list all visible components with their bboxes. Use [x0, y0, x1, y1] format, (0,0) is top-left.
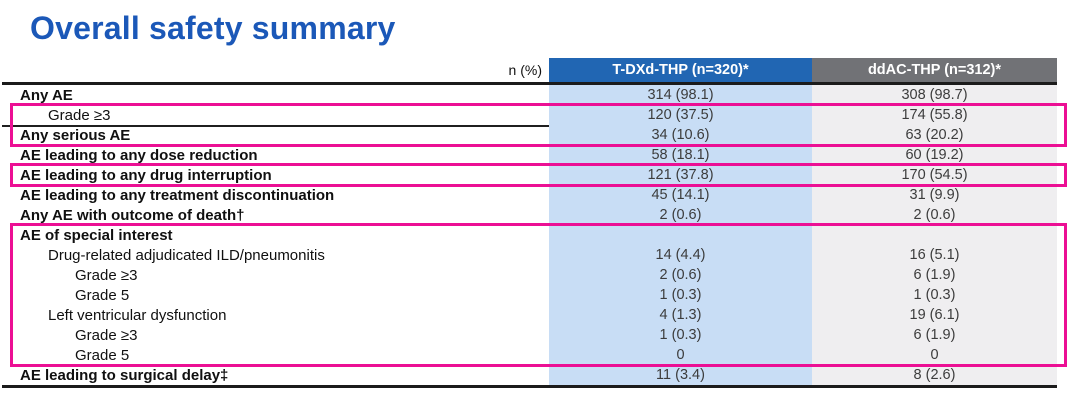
value-tdxd-thp: 0 [549, 345, 812, 365]
table-row: AE of special interest [2, 225, 1057, 245]
highlighted-row-group: AE of special interest Drug-related adjud… [2, 223, 1067, 367]
table-row: AE leading to any drug interruption 121 (… [2, 165, 1057, 185]
table-row: Grade 5 1 (0.3) 1 (0.3) [2, 285, 1057, 305]
value-ddac-thp: 170 (54.5) [812, 165, 1057, 185]
table-row: Any AE with outcome of death† 2 (0.6) 2 (0… [2, 205, 1057, 225]
value-ddac-thp: 16 (5.1) [812, 245, 1057, 265]
value-tdxd-thp: 4 (1.3) [549, 305, 812, 325]
value-tdxd-thp: 1 (0.3) [549, 325, 812, 345]
table-row: Grade ≥3 120 (37.5) 174 (55.8) [2, 105, 1057, 125]
value-ddac-thp: 174 (55.8) [812, 105, 1057, 125]
value-ddac-thp: 6 (1.9) [812, 325, 1057, 345]
table-header-row: n (%) T-DXd-THP (n=320)* ddAC-THP (n=312… [2, 58, 1057, 85]
row-label: AE leading to any treatment discontinuat… [20, 186, 335, 204]
value-tdxd-thp: 58 (18.1) [549, 145, 812, 165]
page-title: Overall safety summary [30, 10, 396, 46]
table-row: Grade ≥3 1 (0.3) 6 (1.9) [2, 325, 1057, 345]
table-row: Drug-related adjudicated ILD/pneumonitis… [2, 245, 1057, 265]
value-ddac-thp: 0 [812, 345, 1057, 365]
value-ddac-thp: 19 (6.1) [812, 305, 1057, 325]
row-group: Any AE 314 (98.1) 308 (98.7) [2, 85, 1057, 105]
table-row: AE leading to surgical delay‡ 11 (3.4) 8 (… [2, 365, 1057, 385]
value-ddac-thp: 2 (0.6) [812, 205, 1057, 225]
row-label: Any AE with outcome of death† [20, 206, 245, 224]
row-group: AE leading to surgical delay‡ 11 (3.4) 8 (… [2, 365, 1057, 385]
value-tdxd-thp: 1 (0.3) [549, 285, 812, 305]
row-label: Grade 5 [75, 346, 130, 364]
table-row: Any serious AE 34 (10.6) 63 (20.2) [2, 125, 1057, 145]
column-header-tdxd-thp: T-DXd-THP (n=320)* [549, 58, 812, 82]
value-ddac-thp: 1 (0.3) [812, 285, 1057, 305]
table-row: Left ventricular dysfunction 4 (1.3) 19 (6… [2, 305, 1057, 325]
value-ddac-thp: 63 (20.2) [812, 125, 1057, 145]
value-tdxd-thp: 45 (14.1) [549, 185, 812, 205]
value-tdxd-thp: 120 (37.5) [549, 105, 812, 125]
row-label: AE leading to surgical delay‡ [20, 366, 229, 384]
column-header-ddac-thp: ddAC-THP (n=312)* [812, 58, 1057, 82]
table-row: AE leading to any treatment discontinuat… [2, 185, 1057, 205]
value-ddac-thp [812, 225, 1057, 245]
table-row: Any AE 314 (98.1) 308 (98.7) [2, 85, 1057, 105]
value-ddac-thp: 8 (2.6) [812, 365, 1057, 385]
row-group: AE leading to any dose reduction 58 (18.1… [2, 145, 1057, 165]
table-row: AE leading to any dose reduction 58 (18.1… [2, 145, 1057, 165]
row-label: Grade ≥3 [75, 266, 138, 284]
value-ddac-thp: 31 (9.9) [812, 185, 1057, 205]
value-tdxd-thp: 14 (4.4) [549, 245, 812, 265]
highlighted-row-group: AE leading to any drug interruption 121 (… [2, 163, 1067, 187]
row-label: AE leading to any dose reduction [20, 146, 258, 164]
highlighted-row-group: Grade ≥3 120 (37.5) 174 (55.8) Any serious … [2, 103, 1067, 147]
value-tdxd-thp: 121 (37.8) [549, 165, 812, 185]
value-ddac-thp: 308 (98.7) [812, 85, 1057, 105]
row-label: Grade ≥3 [48, 106, 111, 124]
row-label: Any serious AE [20, 126, 131, 144]
table-row: Grade ≥3 2 (0.6) 6 (1.9) [2, 265, 1057, 285]
row-label: Left ventricular dysfunction [48, 306, 227, 324]
value-ddac-thp: 60 (19.2) [812, 145, 1057, 165]
row-label: Grade 5 [75, 286, 130, 304]
value-tdxd-thp: 2 (0.6) [549, 205, 812, 225]
value-tdxd-thp: 34 (10.6) [549, 125, 812, 145]
row-label: Any AE [20, 86, 73, 104]
safety-summary-table: n (%) T-DXd-THP (n=320)* ddAC-THP (n=312… [2, 58, 1067, 388]
row-label: AE of special interest [20, 226, 173, 244]
value-tdxd-thp: 314 (98.1) [549, 85, 812, 105]
value-ddac-thp: 6 (1.9) [812, 265, 1057, 285]
row-label: Grade ≥3 [75, 326, 138, 344]
value-tdxd-thp: 2 (0.6) [549, 265, 812, 285]
table-body: Any AE 314 (98.1) 308 (98.7) Grade ≥3 120 (3… [2, 85, 1067, 385]
value-tdxd-thp: 11 (3.4) [549, 365, 812, 385]
corner-units-label: n (%) [508, 62, 542, 78]
row-group: AE leading to any treatment discontinuat… [2, 185, 1057, 225]
row-label: AE leading to any drug interruption [20, 166, 272, 184]
value-tdxd-thp [549, 225, 812, 245]
row-label: Drug-related adjudicated ILD/pneumonitis [48, 246, 325, 264]
